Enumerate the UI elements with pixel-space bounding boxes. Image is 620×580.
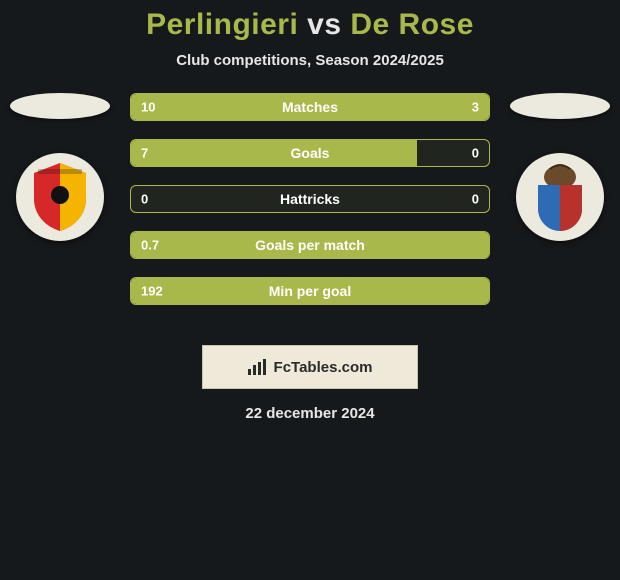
stat-row: 7Goals0	[130, 139, 490, 167]
player2-name: De Rose	[350, 8, 474, 41]
player1-name: Perlingieri	[146, 8, 298, 41]
stat-label: Hattricks	[131, 191, 489, 207]
header: Perlingieri vs De Rose Club competitions…	[0, 0, 620, 69]
right-name-plate	[510, 93, 610, 119]
right-team-column	[500, 93, 620, 241]
stat-value-right: 0	[472, 192, 479, 207]
stat-value-right: 0	[472, 146, 479, 161]
brand-box: FcTables.com	[202, 345, 418, 389]
footer: FcTables.com 22 december 2024	[0, 345, 620, 422]
left-name-plate	[10, 93, 110, 119]
stat-label: Matches	[131, 99, 489, 115]
stat-label: Min per goal	[131, 283, 489, 299]
bar-chart-icon	[248, 359, 268, 375]
benevento-crest-icon	[30, 161, 90, 233]
date-text: 22 december 2024	[245, 405, 374, 422]
brand-text: FcTables.com	[274, 359, 373, 376]
stat-value-right: 3	[472, 100, 479, 115]
page-title: Perlingieri vs De Rose	[0, 8, 620, 42]
catania-crest-icon	[528, 161, 592, 233]
stats-list: 10Matches37Goals00Hattricks00.7Goals per…	[130, 93, 490, 305]
right-team-badge	[516, 153, 604, 241]
stat-row: 10Matches3	[130, 93, 490, 121]
stat-row: 192Min per goal	[130, 277, 490, 305]
left-team-column	[0, 93, 120, 241]
left-team-badge	[16, 153, 104, 241]
subtitle: Club competitions, Season 2024/2025	[0, 52, 620, 69]
stat-label: Goals	[131, 145, 489, 161]
stat-row: 0Hattricks0	[130, 185, 490, 213]
stat-row: 0.7Goals per match	[130, 231, 490, 259]
comparison-panel: 10Matches37Goals00Hattricks00.7Goals per…	[0, 93, 620, 323]
stat-label: Goals per match	[131, 237, 489, 253]
vs-text: vs	[307, 8, 341, 41]
